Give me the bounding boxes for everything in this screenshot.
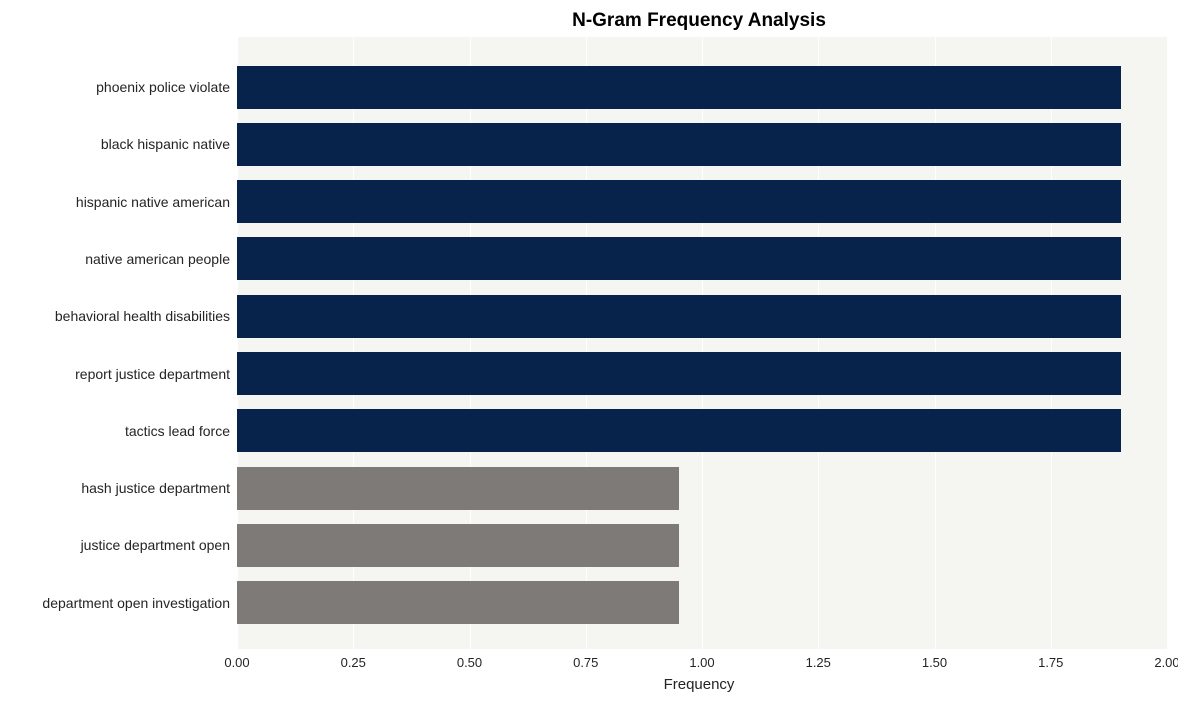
ngram-frequency-chart: N-Gram Frequency Analysis phoenix police…	[0, 0, 1178, 701]
x-axis-title: Frequency	[110, 676, 1178, 693]
plot-area	[237, 37, 1167, 649]
y-tick-label: behavioral health disabilities	[55, 308, 230, 324]
x-tick-label: 1.50	[922, 655, 947, 670]
bar	[237, 237, 1121, 280]
x-tick-label: 1.75	[1038, 655, 1063, 670]
x-tick-label: 0.00	[224, 655, 249, 670]
x-axis-labels: 0.000.250.500.751.001.251.501.752.00	[237, 655, 1167, 675]
x-tick-label: 1.25	[806, 655, 831, 670]
y-tick-label: tactics lead force	[125, 423, 230, 439]
gridline	[1167, 37, 1168, 649]
y-tick-label: department open investigation	[42, 595, 230, 611]
y-tick-label: report justice department	[75, 366, 230, 382]
y-axis-labels: phoenix police violate black hispanic nat…	[0, 37, 230, 649]
y-tick-label: justice department open	[81, 537, 230, 553]
x-tick-label: 2.00	[1154, 655, 1178, 670]
x-tick-label: 0.75	[573, 655, 598, 670]
bar	[237, 66, 1121, 109]
bar	[237, 581, 679, 624]
bar	[237, 180, 1121, 223]
x-tick-label: 1.00	[689, 655, 714, 670]
bar	[237, 352, 1121, 395]
y-tick-label: hash justice department	[81, 480, 230, 496]
y-tick-label: native american people	[85, 251, 230, 267]
chart-title: N-Gram Frequency Analysis	[110, 10, 1178, 32]
x-tick-label: 0.25	[341, 655, 366, 670]
bar	[237, 467, 679, 510]
bar	[237, 295, 1121, 338]
y-tick-label: hispanic native american	[76, 194, 230, 210]
x-tick-label: 0.50	[457, 655, 482, 670]
bar	[237, 524, 679, 567]
y-tick-label: phoenix police violate	[96, 79, 230, 95]
bars-container	[237, 37, 1167, 649]
bar	[237, 409, 1121, 452]
bar	[237, 123, 1121, 166]
y-tick-label: black hispanic native	[101, 136, 230, 152]
